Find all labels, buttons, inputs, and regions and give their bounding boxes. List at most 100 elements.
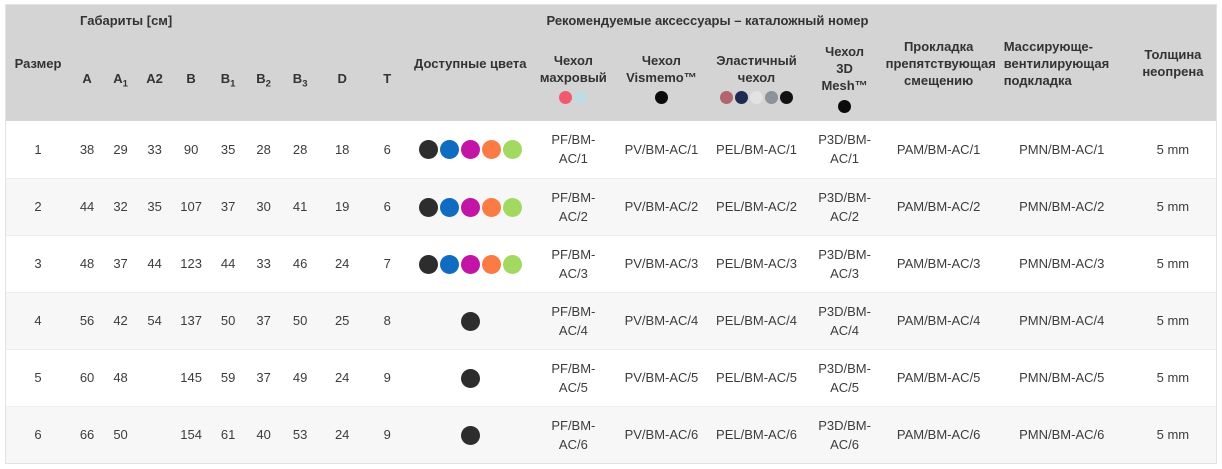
mesh3d-cover-catalog-cell: P3D/BM-AC/1 [805,121,884,178]
terry-cover-catalog-cell: PF/BM-AC/4 [531,291,616,349]
dimension-cell: 9 [365,348,410,406]
dimension-cell: 28 [246,121,282,178]
mesh3d-cover-catalog-cell: P3D/BM-AC/6 [805,405,884,463]
color-dot [502,140,522,160]
dimension-cell: 61 [210,405,247,463]
dimension-cell: 8 [365,291,410,349]
vismemo-cover-catalog-cell: PV/BM-AC/2 [615,177,708,235]
col-header-neoprene-thickness: Толщина неопрена [1129,5,1216,121]
massage-pad-catalog-cell: PMN/BM-AC/6 [993,405,1130,463]
size-cell: 2 [6,177,71,235]
size-cell: 5 [6,348,71,406]
available-colors-cell [409,348,532,406]
dimension-cell: 32 [104,177,138,235]
dimension-cell: 25 [319,291,366,349]
table-group-header-row: Размер Габариты [см] Доступные цвета Рек… [6,5,1216,121]
dimension-cell: 30 [246,177,282,235]
color-dot [779,91,793,105]
table-row-size-2: 2 44 32 35 107 37 30 41 19 6 PF/BM-AC/2 PV/BM-AC/2 P… [6,177,1216,235]
anti-slip-pad-catalog-cell: PAM/BM-AC/2 [883,177,994,235]
dimension-cell: 46 [281,234,320,292]
mesh3d-cover-color-dots [808,98,882,113]
elastic-cover-catalog-cell: PEL/BM-AC/1 [707,121,806,178]
vismemo-cover-catalog-cell: PV/BM-AC/4 [615,291,708,349]
thickness-cell: 5 mm [1129,291,1216,349]
anti-slip-pad-catalog-cell: PAM/BM-AC/4 [883,291,994,349]
col-header-dim-d: D [319,35,366,121]
dimension-cell: 19 [319,177,366,235]
dimension-cell: 7 [365,234,410,292]
dimension-cell: 54 [137,291,173,349]
color-dot [460,197,480,217]
dimension-cell: 107 [172,177,211,235]
massage-pad-catalog-cell: PMN/BM-AC/3 [993,234,1130,292]
table-body: 1 38 29 33 90 35 28 28 18 6 PF/BM-AC/1 PV/BM-AC/1 PE… [6,121,1216,463]
dimension-cell: 154 [172,405,211,463]
terry-cover-catalog-cell: PF/BM-AC/3 [531,234,616,292]
dimension-cell: 44 [137,234,173,292]
dimension-cell: 37 [246,348,282,406]
color-dot [749,91,763,105]
available-colors-cell [409,291,532,349]
product-size-accessories-table: Размер Габариты [см] Доступные цвета Рек… [6,5,1216,463]
dimension-cell: 59 [210,348,247,406]
dimension-cell: 28 [281,121,320,178]
thickness-cell: 5 mm [1129,121,1216,178]
dimension-cell: 50 [281,291,320,349]
col-header-dim-a1: A1 [104,35,138,121]
color-dot [719,91,733,105]
massage-pad-catalog-cell: PMN/BM-AC/1 [993,121,1130,178]
col-header-dim-t: T [365,35,410,121]
dimension-cell: 49 [281,348,320,406]
dimension-cell: 66 [70,405,105,463]
size-cell: 4 [6,291,71,349]
anti-slip-pad-catalog-cell: PAM/BM-AC/6 [883,405,994,463]
col-header-dim-b2: B2 [246,35,282,121]
massage-pad-catalog-cell: PMN/BM-AC/4 [993,291,1130,349]
vismemo-cover-catalog-cell: PV/BM-AC/5 [615,348,708,406]
color-dot [502,197,522,217]
color-dot [574,91,588,105]
dimension-cell: 44 [70,177,105,235]
dimension-cell: 38 [70,121,105,178]
dimension-cell: 33 [246,234,282,292]
color-dot [439,197,459,217]
group-header-dimensions: Габариты [см] [70,5,410,35]
thickness-cell: 5 mm [1129,348,1216,406]
color-dot [734,91,748,105]
table-row-size-6: 6 66 50 154 61 40 53 24 9 PF/BM-AC/6 PV/BM-AC/6 PEL… [6,405,1216,463]
dimension-cell: 6 [365,121,410,178]
dimension-cell: 60 [70,348,105,406]
thickness-cell: 5 mm [1129,177,1216,235]
mesh3d-cover-label: Чехол 3D Mesh™ [821,44,868,94]
terry-cover-catalog-cell: PF/BM-AC/1 [531,121,616,178]
dimension-cell: 44 [210,234,247,292]
vismemo-cover-catalog-cell: PV/BM-AC/1 [615,121,708,178]
dimension-cell: 123 [172,234,211,292]
color-dot [502,254,522,274]
mesh3d-cover-catalog-cell: P3D/BM-AC/2 [805,177,884,235]
dimension-cell: 29 [104,121,138,178]
col-header-anti-slip-pad: Прокладка препятствующая смещению [883,5,996,121]
dimension-cell: 90 [172,121,211,178]
massage-pad-catalog-cell: PMN/BM-AC/2 [993,177,1130,235]
size-cell: 1 [6,121,71,178]
color-dot [460,254,480,274]
size-cell: 3 [6,234,71,292]
dimension-cell: 40 [246,405,282,463]
mesh3d-cover-catalog-cell: P3D/BM-AC/3 [805,234,884,292]
color-dot [481,254,501,274]
col-header-dim-a2: A2 [137,35,173,121]
available-colors-cell [409,121,532,178]
vismemo-cover-catalog-cell: PV/BM-AC/3 [615,234,708,292]
thickness-cell: 5 mm [1129,405,1216,463]
dimension-cell: 53 [281,405,320,463]
mesh3d-cover-catalog-cell: P3D/BM-AC/4 [805,291,884,349]
color-dot [481,140,501,160]
col-header-elastic-cover: Эластичный чехол [707,35,806,121]
color-dot [764,91,778,105]
dimension-cell: 35 [137,177,173,235]
color-dot [460,425,480,445]
col-header-dim-b1: B1 [210,35,247,121]
color-dot [460,140,480,160]
